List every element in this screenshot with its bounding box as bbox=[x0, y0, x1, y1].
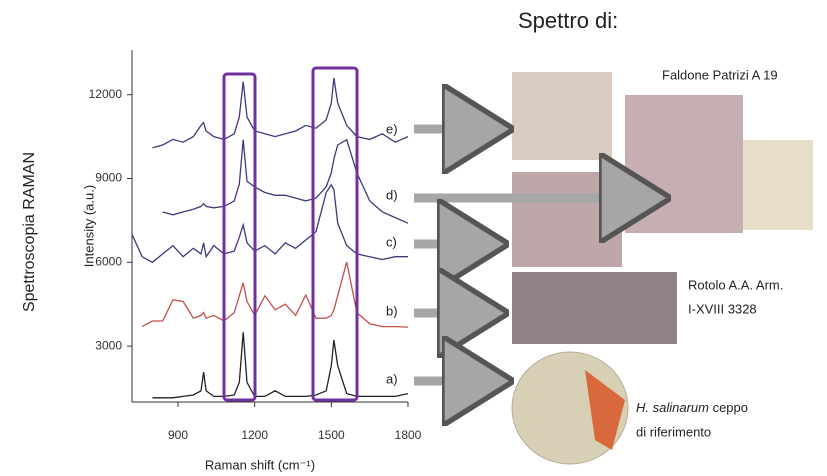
y-tick-label: 6000 bbox=[95, 254, 122, 268]
series-label: d) bbox=[386, 187, 398, 202]
y-tick-label: 9000 bbox=[95, 171, 122, 185]
image-d bbox=[625, 95, 743, 233]
image-e bbox=[512, 72, 612, 160]
series-label: b) bbox=[386, 303, 398, 318]
spectrum bbox=[163, 140, 408, 224]
x-axis-label: Raman shift (cm⁻¹) bbox=[205, 457, 315, 472]
spectrum bbox=[152, 78, 408, 148]
spectrum bbox=[142, 262, 408, 327]
caption: H. salinarum ceppo bbox=[636, 400, 748, 415]
caption: di riferimento bbox=[636, 424, 711, 439]
image-b bbox=[512, 272, 677, 344]
series-label: a) bbox=[386, 371, 398, 386]
y-tick-label: 3000 bbox=[95, 338, 122, 352]
y-axis-label: Intensity (a.u.) bbox=[81, 185, 96, 267]
series-label: e) bbox=[386, 121, 398, 136]
x-tick-label: 1500 bbox=[318, 428, 345, 442]
caption-rest: ceppo bbox=[709, 400, 748, 415]
side-label: Spettroscopia RAMAN bbox=[21, 152, 38, 312]
y-tick-label: 12000 bbox=[89, 87, 123, 101]
caption: I-XVIII 3328 bbox=[688, 301, 757, 316]
figure: Spettroscopia RAMAN Spettro di: Faldone … bbox=[0, 0, 827, 476]
heading: Spettro di: bbox=[518, 8, 618, 33]
x-tick-label: 1800 bbox=[395, 428, 422, 442]
x-tick-label: 900 bbox=[168, 428, 188, 442]
caption: Faldone Patrizi A 19 bbox=[662, 67, 778, 82]
species: H. salinarum bbox=[636, 400, 709, 415]
image-c bbox=[512, 172, 622, 267]
x-tick-label: 1200 bbox=[241, 428, 268, 442]
caption: Rotolo A.A. Arm. bbox=[688, 277, 783, 292]
spectrum bbox=[132, 185, 408, 262]
image-d-seal bbox=[743, 140, 813, 230]
series-label: c) bbox=[386, 234, 397, 249]
spectrum bbox=[152, 332, 408, 398]
